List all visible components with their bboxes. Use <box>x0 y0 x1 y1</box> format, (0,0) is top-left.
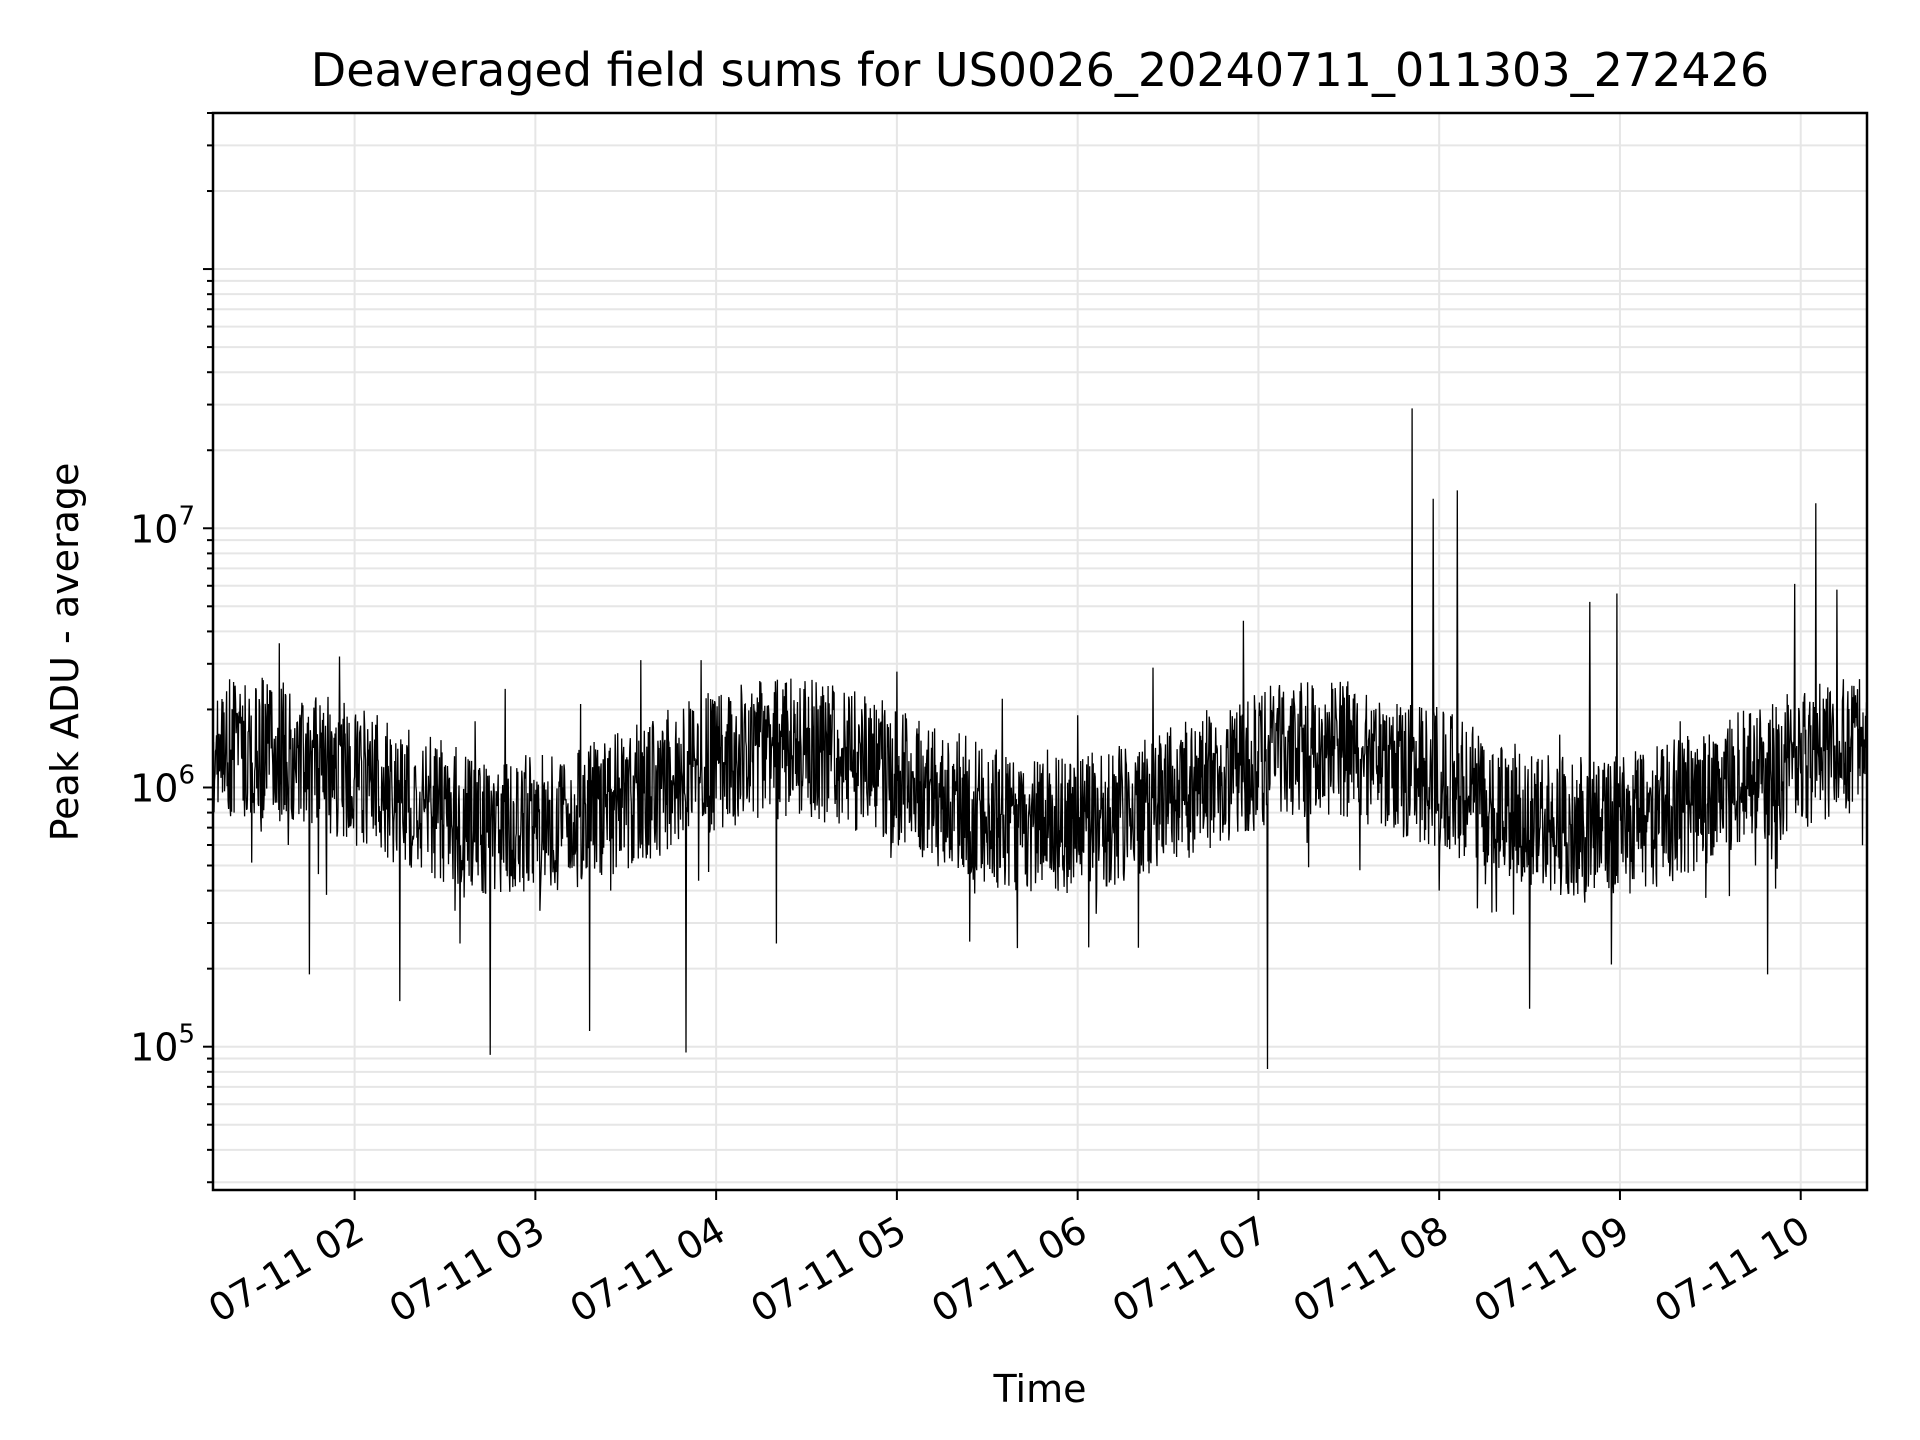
y-tick-exponent: 6 <box>178 760 195 790</box>
y-tick-base: 10 <box>130 766 178 810</box>
x-tick-label: 07-11 10 <box>1647 1208 1817 1332</box>
series-layer <box>212 408 1868 1070</box>
x-tick-label: 07-11 08 <box>1286 1208 1456 1332</box>
x-tick-label: 07-11 09 <box>1466 1208 1636 1332</box>
y-tick-base: 10 <box>130 1026 178 1070</box>
x-tick-label: 07-11 06 <box>924 1208 1094 1332</box>
y-axis-label: Peak ADU - average <box>43 463 87 842</box>
x-axis-label: Time <box>993 1367 1087 1411</box>
y-tick-base: 10 <box>130 507 178 551</box>
y-tick-exponent: 5 <box>178 1020 195 1050</box>
plot-frame <box>211 111 1869 1192</box>
y-tick-label: 106 <box>130 760 195 810</box>
x-tick-label: 07-11 07 <box>1105 1208 1275 1332</box>
x-tick-label: 07-11 02 <box>201 1208 371 1332</box>
y-tick-label: 107 <box>130 501 195 551</box>
x-tick-label: 07-11 03 <box>382 1208 552 1332</box>
chart-title: Deaveraged field sums for US0026_2024071… <box>311 43 1769 97</box>
x-tick-label: 07-11 05 <box>743 1208 913 1332</box>
grid-lines <box>213 112 1867 1190</box>
series-line <box>212 408 1868 1070</box>
y-tick-exponent: 7 <box>178 501 195 531</box>
y-tick-label: 105 <box>130 1020 195 1070</box>
x-tick-label: 07-11 04 <box>563 1208 733 1332</box>
